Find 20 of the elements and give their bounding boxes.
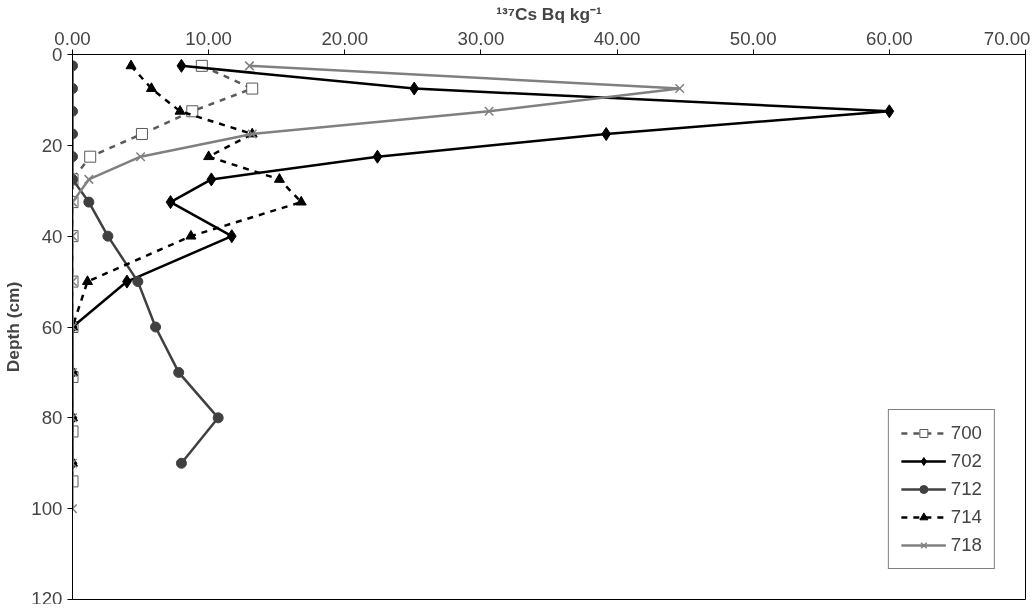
x-tick-label: 10.00 bbox=[185, 27, 232, 49]
y-tick-label: 40 bbox=[41, 225, 63, 247]
legend-label: 714 bbox=[950, 506, 982, 528]
legend-label: 718 bbox=[950, 534, 982, 556]
x-tick-label: 60.00 bbox=[866, 27, 913, 49]
y-tick-label: 100 bbox=[31, 498, 63, 520]
legend-label: 700 bbox=[950, 422, 982, 444]
legend-label: 712 bbox=[950, 478, 982, 500]
y-tick-label: 60 bbox=[41, 316, 63, 338]
x-axis-title: ¹³⁷Cs Bq kg⁻¹ bbox=[496, 3, 603, 24]
x-tick-label: 70.00 bbox=[983, 27, 1031, 49]
x-tick-label: 30.00 bbox=[457, 27, 505, 49]
y-tick-label: 80 bbox=[41, 407, 63, 429]
x-tick-label: 40.00 bbox=[593, 27, 641, 49]
y-tick-label: 20 bbox=[41, 134, 63, 156]
legend-label: 702 bbox=[950, 450, 982, 472]
y-axis-title: Depth (cm) bbox=[3, 281, 24, 373]
y-tick-label: 120 bbox=[31, 587, 63, 609]
x-tick-label: 20.00 bbox=[321, 27, 369, 49]
x-tick-label: 50.00 bbox=[729, 27, 777, 49]
